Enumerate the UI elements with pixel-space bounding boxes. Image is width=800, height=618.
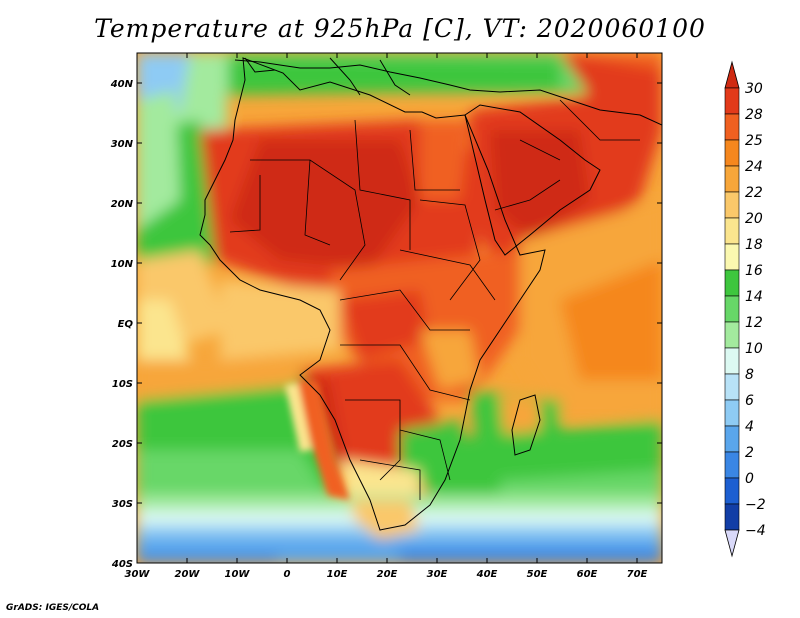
colorbar-label: 4 <box>745 419 754 435</box>
colorbar-label: 2 <box>745 445 754 461</box>
colorbar-segment <box>724 217 740 245</box>
latitude-axis: 40S 30S 20S 10S EQ 10N 20N 30N 40N <box>110 79 662 570</box>
colorbar-segment <box>724 269 740 297</box>
colorbar-label: 28 <box>745 107 763 123</box>
lon-tick-label: 40E <box>476 569 498 580</box>
map-frame <box>136 52 663 564</box>
colorbar-segment <box>724 113 740 141</box>
lon-tick-label: 50E <box>527 569 548 580</box>
colorbar-label: 10 <box>745 341 763 357</box>
longitude-axis: 30W 20W 10W 0 10E 20E 30E 40E 50E 60E 70E <box>125 53 648 580</box>
lat-tick-label: 40N <box>110 79 134 90</box>
colorbar-label: −2 <box>745 497 766 513</box>
colorbar-label: 20 <box>745 211 763 227</box>
colorbar-segment <box>724 165 740 193</box>
lat-tick-label: 10S <box>112 379 133 390</box>
lat-tick-label: 40S <box>111 559 133 570</box>
colorbar-bottom-arrow <box>724 529 740 558</box>
colorbar-label: 22 <box>745 185 763 201</box>
grads-credit: GrADS: IGES/COLA <box>6 603 100 613</box>
lon-tick-label: 0 <box>284 569 291 580</box>
lat-tick-label: 30S <box>112 499 133 510</box>
colorbar-label: 12 <box>745 315 763 331</box>
lat-tick-label: EQ <box>118 319 134 330</box>
temperature-field <box>137 53 662 563</box>
colorbar-label: 14 <box>745 289 763 305</box>
lon-tick-label: 10E <box>327 569 348 580</box>
colorbar-label: 18 <box>745 237 763 253</box>
colorbar-segment <box>724 139 740 167</box>
lat-tick-label: 10N <box>111 259 134 270</box>
colorbar-label: 0 <box>745 471 754 487</box>
lat-tick-label: 30N <box>111 139 134 150</box>
colorbar-segment <box>724 321 740 349</box>
colorbar-segment <box>724 399 740 427</box>
lon-tick-label: 30W <box>125 569 151 580</box>
colorbar-segment <box>724 425 740 453</box>
coastlines <box>199 57 662 531</box>
colorbar-segment <box>724 191 740 219</box>
lat-tick-label: 20S <box>112 439 133 450</box>
country-borders <box>229 99 640 500</box>
lon-tick-label: 20E <box>377 569 398 580</box>
lon-tick-label: 70E <box>627 569 648 580</box>
colorbar-label: 8 <box>745 367 754 383</box>
colorbar-segment <box>724 295 740 323</box>
lat-tick-label: 20N <box>111 199 134 210</box>
colorbar-label: 24 <box>745 159 763 175</box>
colorbar-segment <box>724 87 740 115</box>
colorbar-segment <box>724 347 740 375</box>
colorbar-label: 6 <box>745 393 754 409</box>
lon-tick-label: 10W <box>225 569 251 580</box>
colorbar-segment <box>724 503 740 531</box>
lon-tick-label: 60E <box>577 569 598 580</box>
colorbar-segment <box>724 243 740 271</box>
colorbar-segment <box>724 477 740 505</box>
colorbar-segment <box>724 373 740 401</box>
lon-tick-label: 30E <box>427 569 448 580</box>
lon-tick-label: 20W <box>175 569 201 580</box>
colorbar-segment <box>724 451 740 479</box>
map-title: Temperature at 925hPa [C], VT: 202006010… <box>94 14 706 43</box>
colorbar-label: 16 <box>745 263 763 279</box>
colorbar-top-arrow <box>724 60 740 89</box>
colorbar-label: −4 <box>745 523 766 539</box>
colorbar-label: 25 <box>745 133 763 149</box>
colorbar-label: 30 <box>745 81 763 97</box>
